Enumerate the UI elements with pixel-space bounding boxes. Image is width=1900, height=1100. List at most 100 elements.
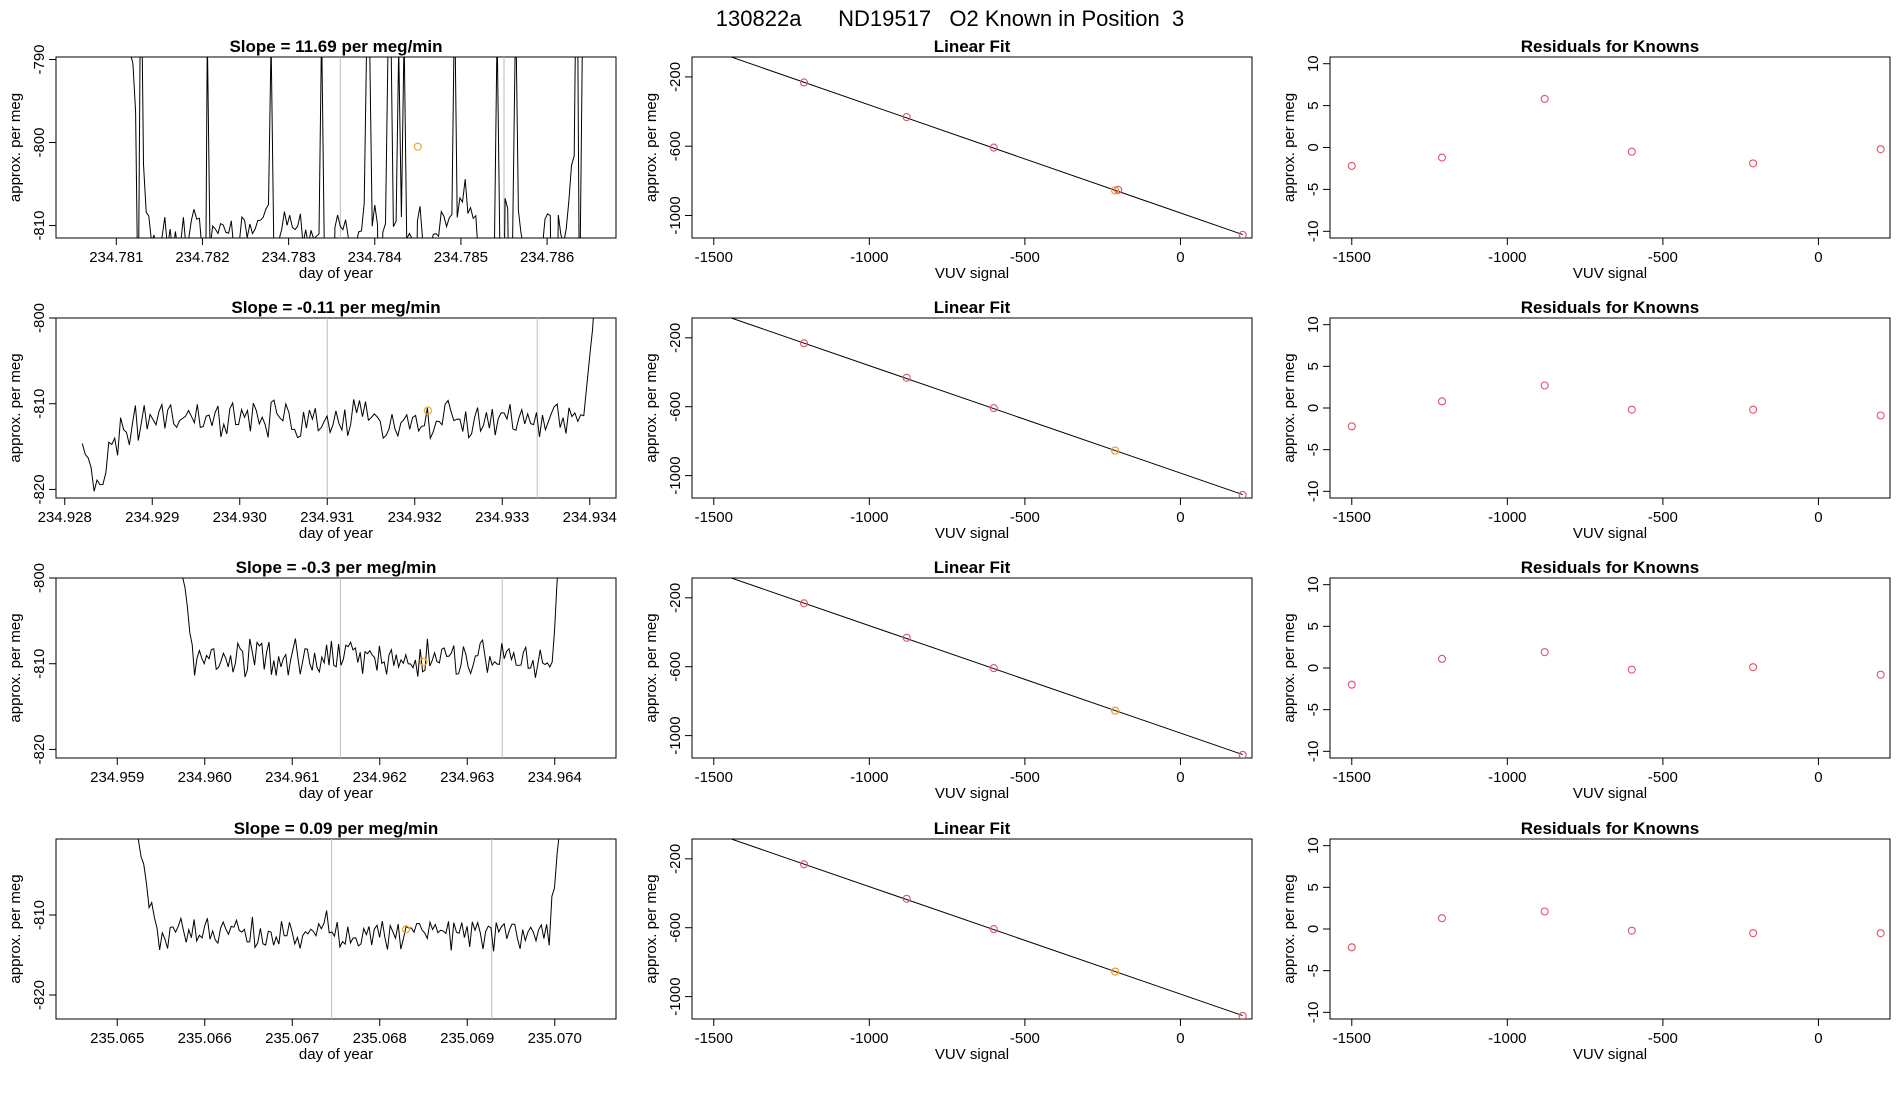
- x-tick-label: 0: [1814, 249, 1822, 266]
- residual-point: [1347, 680, 1356, 689]
- y-tick-label: 0: [1305, 664, 1322, 672]
- residuals-3-frame: [1329, 577, 1891, 759]
- x-tick-label: 234.962: [353, 769, 407, 786]
- x-tick-label: 235.066: [178, 1030, 232, 1047]
- residuals-3-y-axis: 10 5 0 -5 -10: [1305, 576, 1330, 762]
- y-tick-label: -810: [31, 649, 48, 679]
- fit-1-frame: [691, 56, 1253, 239]
- x-tick-label: -1000: [850, 1030, 888, 1047]
- timeseries-3-x-axis: 234.959 234.960 234.961 234.962 234.963 234.9…: [90, 758, 582, 786]
- residual-point: [1749, 405, 1758, 414]
- timeseries-1-y-label: approx. per meg: [7, 93, 24, 202]
- x-tick-label: -1000: [850, 249, 888, 266]
- y-tick-label: 10: [1305, 837, 1322, 854]
- y-tick-label: -810: [31, 389, 48, 419]
- fit-3-x-axis: -1500 -1000 -500 0: [695, 758, 1185, 786]
- y-tick-label: -800: [31, 563, 48, 593]
- y-tick-label: 5: [1305, 883, 1322, 891]
- residuals-1-x-label: VUV signal: [1573, 265, 1647, 282]
- fit-line: [729, 57, 1243, 236]
- fit-4-x-axis: -1500 -1000 -500 0: [695, 1019, 1185, 1047]
- y-tick-label: -10: [1305, 220, 1322, 242]
- y-tick-label: -10: [1305, 1001, 1322, 1023]
- fit-point: [989, 664, 998, 673]
- fit-point: [1238, 230, 1247, 238]
- residual-point: [1876, 145, 1885, 154]
- fit-1-x-label: VUV signal: [935, 265, 1009, 282]
- fit-point: [710, 568, 717, 575]
- fit-point: [902, 894, 911, 903]
- timeseries-3-y-label: approx. per meg: [7, 613, 24, 722]
- x-tick-label: -1000: [1488, 509, 1526, 526]
- y-tick-label: -1000: [667, 196, 684, 234]
- x-tick-label: -500: [1648, 769, 1678, 786]
- x-tick-label: -500: [1010, 1030, 1040, 1047]
- x-tick-label: 234.961: [265, 769, 319, 786]
- residual-point: [1437, 153, 1447, 162]
- y-tick-label: -5: [1305, 703, 1322, 716]
- y-tick-label: -200: [667, 62, 684, 92]
- y-tick-label: -600: [667, 652, 684, 682]
- x-tick-label: -1500: [695, 509, 733, 526]
- timeseries-2-title: Slope = -0.11 per meg/min: [231, 298, 440, 317]
- y-tick-label: -10: [1305, 740, 1322, 762]
- x-tick-label: 234.931: [300, 509, 354, 526]
- residual-point: [1627, 665, 1636, 674]
- timeseries-4-frame: [55, 838, 617, 1020]
- x-tick-label: -500: [1010, 509, 1040, 526]
- residual-point: [1540, 381, 1549, 390]
- y-tick-label: 5: [1305, 622, 1322, 630]
- x-tick-label: -1500: [1333, 769, 1371, 786]
- fit-point: [710, 47, 717, 54]
- timeseries-2-x-label: day of year: [299, 525, 373, 542]
- timeseries-1-x-label: day of year: [299, 265, 373, 282]
- y-tick-label: -1000: [667, 716, 684, 754]
- residuals-1-title: Residuals for Knowns: [1521, 37, 1700, 56]
- timeseries-4-x-axis: 235.065 235.066 235.067 235.068 235.069 235.0…: [90, 1019, 582, 1047]
- fit-3-title: Linear Fit: [934, 558, 1011, 577]
- x-tick-label: 234.928: [38, 509, 92, 526]
- y-tick-label: -790: [31, 44, 48, 74]
- fit-2-frame: [691, 317, 1253, 499]
- y-tick-label: -1000: [667, 456, 684, 494]
- x-tick-label: -500: [1010, 769, 1040, 786]
- x-tick-label: 234.786: [520, 249, 574, 266]
- fit-point: [799, 78, 809, 87]
- fit-3-x-label: VUV signal: [935, 785, 1009, 802]
- timeseries-4-y-label: approx. per meg: [7, 874, 24, 983]
- x-tick-label: 0: [1176, 769, 1184, 786]
- residuals-1-y-label: approx. per meg: [1281, 93, 1298, 202]
- residual-point: [1876, 670, 1885, 679]
- y-tick-label: -200: [667, 583, 684, 613]
- fit-2-x-axis: -1500 -1000 -500 0: [695, 498, 1185, 526]
- residuals-2-x-label: VUV signal: [1573, 525, 1647, 542]
- x-tick-label: 234.934: [563, 509, 617, 526]
- fit-point: [1238, 750, 1247, 758]
- x-tick-label: 234.932: [388, 509, 442, 526]
- residual-point: [1627, 405, 1636, 414]
- y-tick-label: -810: [31, 211, 48, 241]
- fit-4-y-label: approx. per meg: [643, 874, 660, 983]
- fit-point: [710, 829, 717, 836]
- x-tick-label: 234.929: [125, 509, 179, 526]
- x-tick-label: -1500: [1333, 1030, 1371, 1047]
- residual-point: [1749, 663, 1758, 672]
- timeseries-2-y-label: approx. per meg: [7, 353, 24, 462]
- x-tick-label: 234.785: [434, 249, 488, 266]
- residuals-3-panel: Residuals for Knowns -1500 -1000 -500 0 VUV s…: [1281, 558, 1891, 802]
- residuals-4-frame: [1329, 838, 1891, 1020]
- residuals-4-x-label: VUV signal: [1573, 1046, 1647, 1063]
- fit-4-frame: [691, 838, 1253, 1020]
- fit-2-x-label: VUV signal: [935, 525, 1009, 542]
- x-tick-label: 235.070: [528, 1030, 582, 1047]
- residual-point: [1876, 411, 1885, 420]
- fit-4-title: Linear Fit: [934, 819, 1011, 838]
- fit-point: [799, 860, 809, 869]
- x-tick-label: -1000: [1488, 769, 1526, 786]
- y-tick-label: 5: [1305, 101, 1322, 109]
- timeseries-1-title: Slope = 11.69 per meg/min: [229, 37, 442, 56]
- x-tick-label: -1500: [1333, 249, 1371, 266]
